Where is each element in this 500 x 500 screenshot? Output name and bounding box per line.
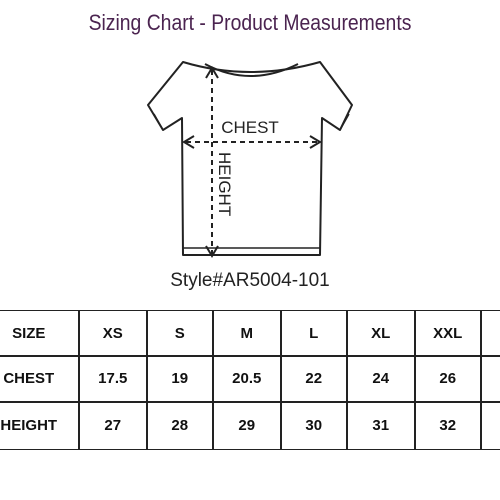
table-cell: 31	[346, 401, 416, 450]
header-cell: XS	[78, 310, 148, 357]
collar	[204, 63, 299, 77]
table-cell: CHEST	[0, 355, 80, 403]
table-cell: 22	[280, 355, 348, 403]
table-cell: 19	[146, 355, 214, 403]
header-cell: 3XL	[480, 310, 500, 357]
arrow-heads	[205, 66, 219, 258]
table-cell: HEIGHT	[0, 401, 80, 450]
table-cell	[480, 355, 500, 403]
table-cell	[480, 401, 500, 450]
header-cell: S	[146, 310, 214, 357]
style-number: Style#AR5004-101	[170, 270, 330, 291]
table-cell: 27	[78, 401, 148, 450]
header-cell: SIZE	[0, 310, 80, 357]
header-cell: L	[280, 310, 348, 357]
shirt-outline	[147, 61, 353, 256]
height-label: HEIGHT	[215, 152, 234, 216]
header-cell: XXL	[414, 310, 482, 357]
chest-label: CHEST	[221, 118, 279, 137]
table-cell: 29	[212, 401, 282, 450]
table-cell: 32	[414, 401, 482, 450]
arrow-heads	[182, 135, 322, 149]
header-cell: XL	[346, 310, 416, 357]
table-cell: 20.5	[212, 355, 282, 403]
table-cell: 24	[346, 355, 416, 403]
hem	[153, 113, 350, 249]
title: Sizing Chart - Product Measurements	[88, 10, 412, 35]
table-cell: 17.5	[78, 355, 148, 403]
table-cell: 28	[146, 401, 214, 450]
shirt-figure: CHEST HEIGHT	[147, 61, 353, 258]
table-cell: 30	[280, 401, 348, 450]
header-cell: M	[212, 310, 282, 357]
table-cell: 26	[414, 355, 482, 403]
